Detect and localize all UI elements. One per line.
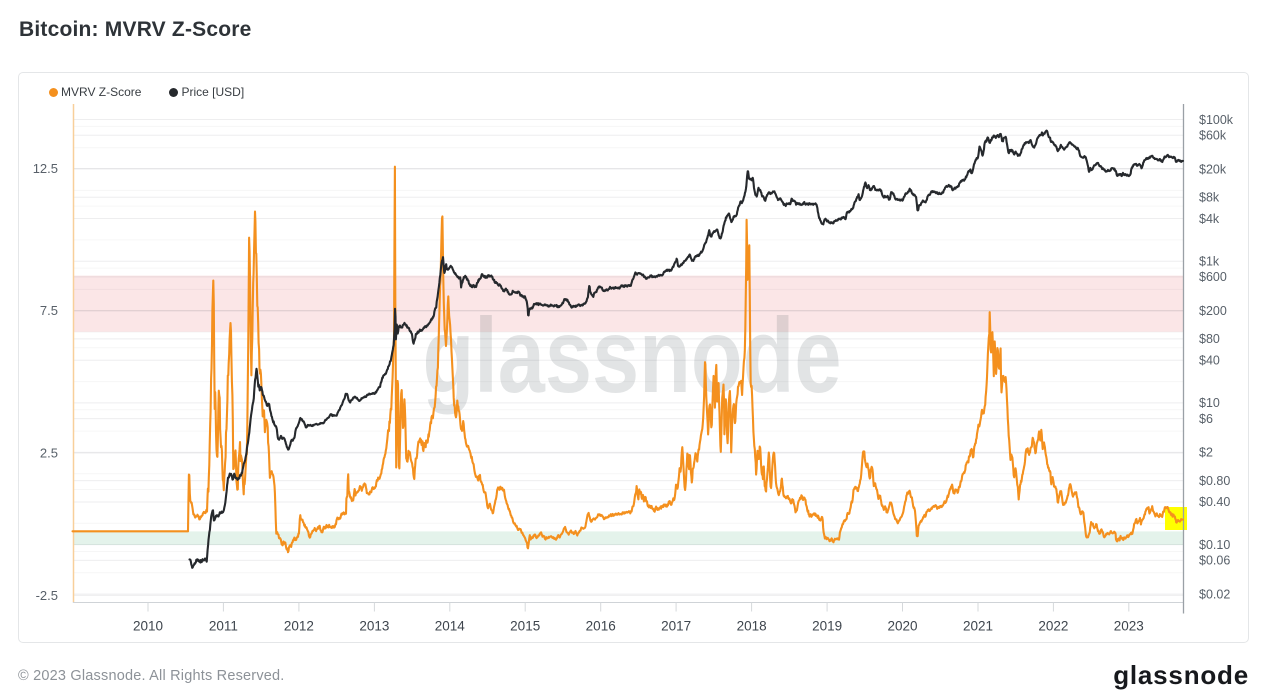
svg-text:glassnode: glassnode [423,297,842,415]
svg-text:$6: $6 [1199,412,1213,426]
svg-text:$100k: $100k [1199,113,1234,127]
svg-text:2010: 2010 [133,619,163,634]
svg-text:2022: 2022 [1038,619,1068,634]
svg-text:$0.10: $0.10 [1199,538,1230,552]
svg-text:2020: 2020 [887,619,917,634]
svg-text:12.5: 12.5 [33,161,58,176]
svg-text:2015: 2015 [510,619,540,634]
svg-text:$4k: $4k [1199,212,1220,226]
svg-text:$1k: $1k [1199,255,1220,269]
svg-text:$10: $10 [1199,396,1220,410]
svg-text:$20k: $20k [1199,162,1227,176]
svg-text:2023: 2023 [1114,619,1144,634]
svg-text:$40: $40 [1199,354,1220,368]
svg-text:$2: $2 [1199,446,1213,460]
svg-text:2017: 2017 [661,619,691,634]
svg-text:2014: 2014 [435,619,466,634]
svg-text:$8k: $8k [1199,191,1220,205]
svg-text:$60k: $60k [1199,129,1227,143]
svg-text:2011: 2011 [209,619,238,634]
svg-text:2018: 2018 [737,619,767,634]
svg-text:2012: 2012 [284,619,314,634]
svg-text:-2.5: -2.5 [36,588,58,603]
svg-text:2.5: 2.5 [40,446,58,461]
svg-text:$80: $80 [1199,332,1220,346]
svg-text:$0.40: $0.40 [1199,495,1230,509]
svg-text:$200: $200 [1199,304,1227,318]
svg-text:$600: $600 [1199,270,1227,284]
svg-text:2021: 2021 [963,619,993,634]
svg-text:$0.06: $0.06 [1199,554,1230,568]
svg-text:7.5: 7.5 [40,303,58,318]
svg-text:$0.02: $0.02 [1199,587,1230,601]
svg-text:2019: 2019 [812,619,842,634]
svg-text:2016: 2016 [586,619,616,634]
svg-text:$0.80: $0.80 [1199,474,1230,488]
svg-text:2013: 2013 [359,619,389,634]
